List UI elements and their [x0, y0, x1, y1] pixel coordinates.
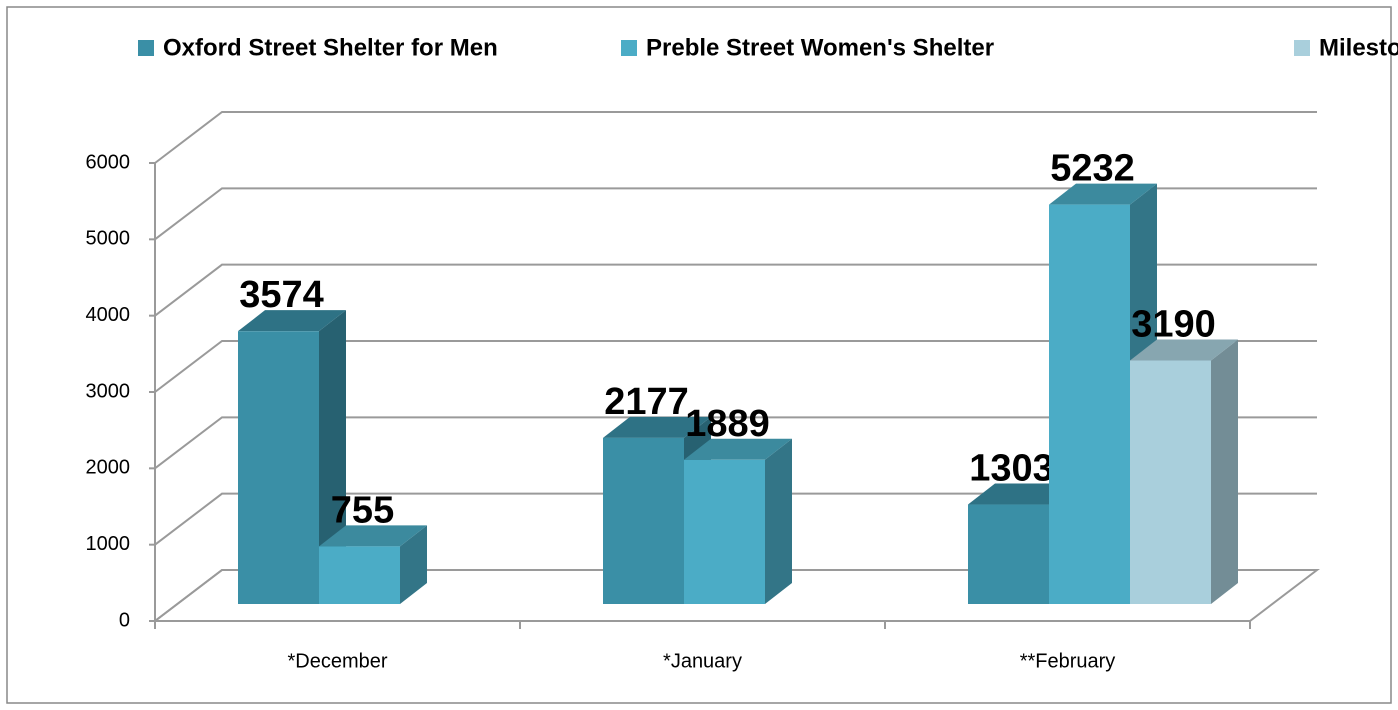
legend-swatch: [621, 40, 637, 56]
x-tick-label: *December: [287, 650, 387, 672]
bar: [603, 437, 684, 604]
legend-label: Milestone: [1319, 34, 1398, 61]
bar: [1049, 204, 1130, 604]
grid-line: [154, 416, 1317, 470]
value-label: 1889: [685, 403, 770, 445]
grid-line: [154, 340, 1317, 393]
bar-top: [684, 438, 792, 460]
grid-line: [154, 492, 1317, 546]
bar-side: [400, 525, 427, 604]
grid-line: [154, 263, 1317, 317]
legend-swatch: [1294, 40, 1310, 56]
x-tick-label: *January: [663, 650, 742, 672]
bar-top: [1130, 339, 1238, 361]
value-label: 5232: [1050, 148, 1135, 190]
y-tick-label: 3000: [86, 380, 131, 402]
legend-label: Oxford Street Shelter for Men: [163, 34, 498, 61]
y-tick-label: 6000: [86, 151, 131, 173]
grid-line: [154, 187, 1317, 241]
bar: [684, 459, 765, 604]
y-tick-label: 0: [119, 609, 130, 631]
y-tick-label: 1000: [86, 533, 131, 555]
value-label: 3190: [1131, 303, 1216, 345]
value-label: 1303: [969, 448, 1054, 490]
bar-top: [603, 416, 711, 438]
value-label: 3574: [239, 274, 324, 316]
bar-top: [238, 310, 346, 332]
bar-side: [1211, 339, 1238, 604]
bar: [319, 546, 400, 604]
legend-label: Preble Street Women's Shelter: [646, 34, 994, 61]
bar-side: [765, 438, 792, 604]
x-tick-label: **February: [1020, 650, 1116, 672]
bar-top: [1049, 183, 1157, 205]
value-label: 2177: [604, 381, 689, 423]
grid-line: [154, 111, 1317, 164]
bar-side: [319, 310, 346, 604]
legend-swatch: [138, 40, 154, 56]
y-tick-label: 5000: [86, 228, 131, 250]
grid-line: [154, 569, 1317, 622]
bar-top: [319, 525, 427, 547]
y-tick-label: 2000: [86, 457, 131, 479]
value-label: 755: [331, 489, 394, 531]
bar: [968, 504, 1049, 604]
y-tick-label: 4000: [86, 304, 131, 326]
bar: [238, 331, 319, 604]
bar: [1130, 360, 1211, 604]
